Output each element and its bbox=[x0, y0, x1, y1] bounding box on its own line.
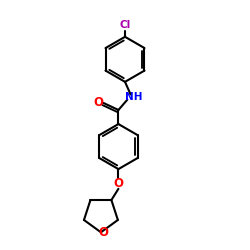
Text: O: O bbox=[98, 226, 108, 239]
Text: Cl: Cl bbox=[120, 20, 130, 30]
Text: O: O bbox=[114, 177, 124, 190]
Text: NH: NH bbox=[125, 92, 142, 102]
Text: O: O bbox=[94, 96, 104, 110]
